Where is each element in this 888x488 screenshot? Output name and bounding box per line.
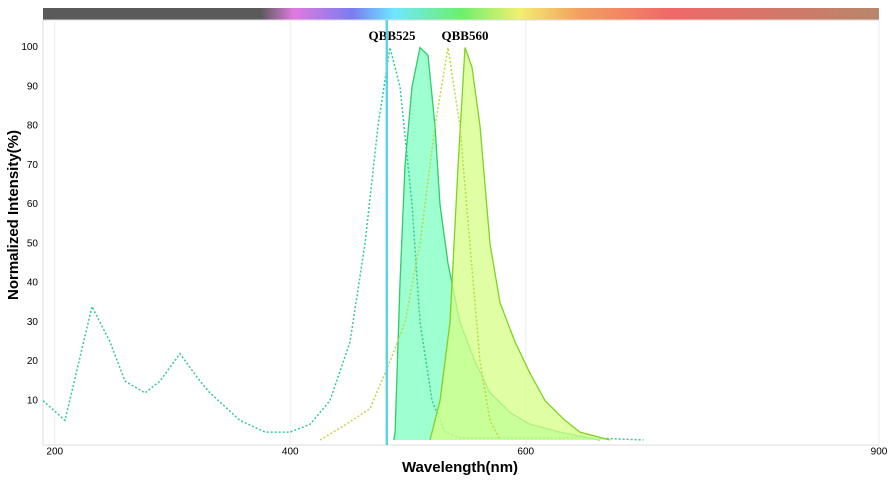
emission-area [393, 47, 600, 440]
y-tick-label: 70 [27, 160, 39, 171]
y-tick-label: 40 [27, 278, 39, 289]
y-axis-title: Normalized Intensity(%) [5, 130, 22, 300]
x-tick-label: 400 [282, 447, 299, 458]
y-tick-label: 60 [27, 199, 39, 210]
x-tick-label: 600 [517, 447, 534, 458]
y-tick-label: 20 [27, 356, 39, 367]
dye-label: QBB525 [369, 28, 416, 43]
y-tick-label: 80 [27, 121, 39, 132]
x-tick-label: 900 [871, 447, 888, 458]
excitation-line [42, 47, 644, 441]
dye-label: QBB560 [442, 28, 489, 43]
spectrum-bar [43, 8, 879, 20]
x-tick-label: 200 [46, 447, 63, 458]
y-tick-label: 100 [21, 42, 38, 53]
y-tick-label: 90 [27, 81, 39, 92]
y-tick-label: 30 [27, 317, 39, 328]
y-tick-label: 10 [27, 395, 39, 406]
emission-line [429, 47, 611, 441]
x-axis-title: Wavelength(nm) [402, 459, 518, 476]
y-tick-label: 50 [27, 238, 39, 249]
emission-area [430, 47, 610, 440]
